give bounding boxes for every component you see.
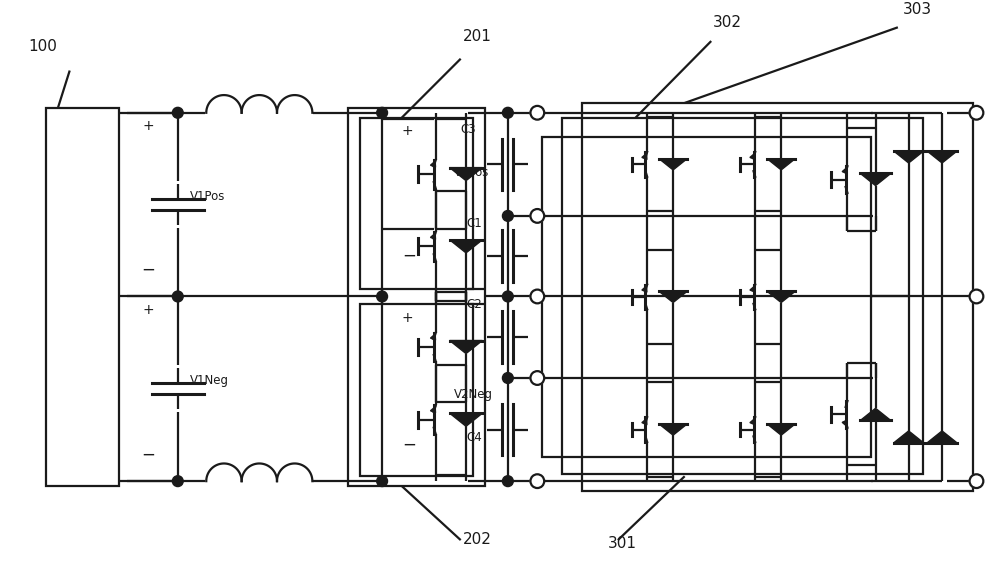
Polygon shape xyxy=(450,340,482,353)
Bar xyxy=(562,118,923,474)
Text: C2: C2 xyxy=(467,298,482,311)
Text: 202: 202 xyxy=(463,532,492,547)
Polygon shape xyxy=(450,413,482,426)
Circle shape xyxy=(172,291,183,302)
Text: +: + xyxy=(142,119,154,133)
Circle shape xyxy=(172,476,183,487)
Text: −: − xyxy=(141,261,155,279)
Polygon shape xyxy=(860,174,891,185)
Text: 100: 100 xyxy=(28,39,57,54)
Polygon shape xyxy=(767,424,795,435)
Circle shape xyxy=(530,371,544,385)
Circle shape xyxy=(377,476,388,487)
Polygon shape xyxy=(860,408,891,421)
Polygon shape xyxy=(767,291,795,302)
Text: V2Neg: V2Neg xyxy=(454,388,493,401)
Circle shape xyxy=(377,291,388,302)
Circle shape xyxy=(502,476,513,487)
Text: 303: 303 xyxy=(903,2,932,16)
Text: C4: C4 xyxy=(467,431,482,445)
Bar xyxy=(582,103,973,491)
Text: V1Neg: V1Neg xyxy=(190,374,229,387)
Bar xyxy=(46,108,119,486)
Text: +: + xyxy=(142,303,154,317)
Text: C1: C1 xyxy=(467,216,482,230)
Text: +: + xyxy=(402,125,413,139)
Polygon shape xyxy=(659,291,687,302)
Text: −: − xyxy=(402,436,416,454)
Text: −: − xyxy=(141,446,155,463)
Text: 301: 301 xyxy=(608,536,637,551)
Circle shape xyxy=(970,290,983,304)
Text: +: + xyxy=(402,311,413,325)
Bar xyxy=(360,304,473,476)
Text: V2Pos: V2Pos xyxy=(454,166,489,179)
Bar xyxy=(348,108,485,486)
Circle shape xyxy=(502,108,513,118)
Text: C3: C3 xyxy=(461,123,476,136)
Circle shape xyxy=(502,373,513,383)
Circle shape xyxy=(172,108,183,118)
Circle shape xyxy=(530,106,544,120)
Circle shape xyxy=(530,474,544,488)
Circle shape xyxy=(502,291,513,302)
Text: 201: 201 xyxy=(463,29,492,44)
Bar xyxy=(542,137,871,457)
Circle shape xyxy=(970,106,983,120)
Text: −: − xyxy=(402,247,416,265)
Text: 302: 302 xyxy=(713,15,742,30)
Bar xyxy=(360,118,473,288)
Text: V1Pos: V1Pos xyxy=(190,190,225,203)
Polygon shape xyxy=(659,159,687,170)
Circle shape xyxy=(502,211,513,221)
Polygon shape xyxy=(659,424,687,435)
Circle shape xyxy=(530,290,544,304)
Polygon shape xyxy=(767,159,795,170)
Polygon shape xyxy=(894,151,924,163)
Polygon shape xyxy=(927,151,957,163)
Polygon shape xyxy=(927,431,957,443)
Circle shape xyxy=(970,474,983,488)
Circle shape xyxy=(530,209,544,223)
Polygon shape xyxy=(450,240,482,253)
Polygon shape xyxy=(450,168,482,181)
Polygon shape xyxy=(894,431,924,443)
Circle shape xyxy=(377,108,388,118)
